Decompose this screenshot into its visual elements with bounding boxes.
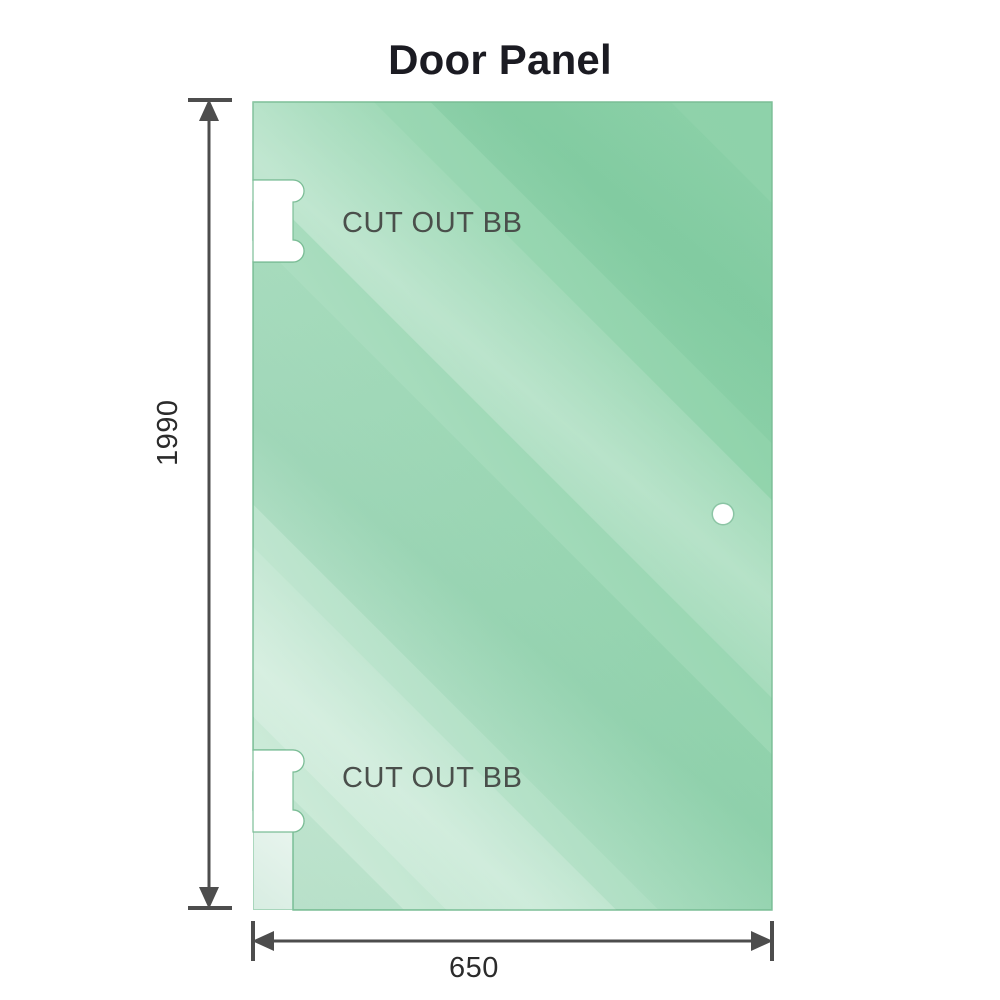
cutout-label-top: CUT OUT BB <box>342 207 523 239</box>
hinge-cutout-bottom <box>252 749 305 833</box>
dimension-width-value: 650 <box>449 952 499 984</box>
handle-hole <box>711 502 735 526</box>
dimension-height-value: 1990 <box>152 399 184 466</box>
cutout-label-bottom: CUT OUT BB <box>342 762 523 794</box>
hinge-cutout-top <box>252 179 305 263</box>
dimension-width <box>251 921 774 961</box>
page-title: Door Panel <box>388 36 612 83</box>
dimension-height <box>188 98 232 910</box>
